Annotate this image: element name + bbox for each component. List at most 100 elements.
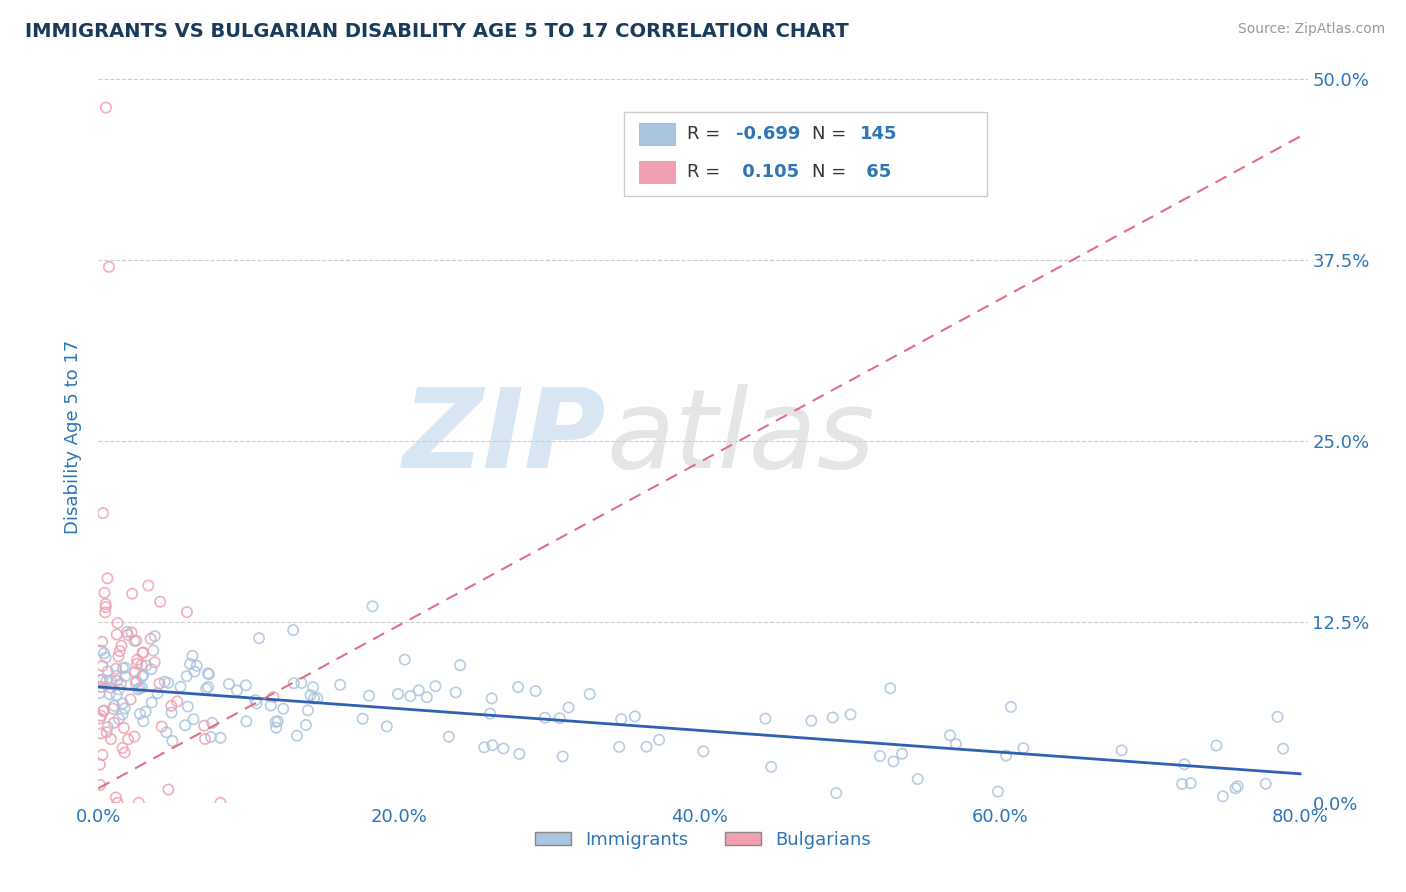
Point (115, 624, 138, 639)
Point (89, 778, 111, 792)
Point (127, 682, 149, 697)
Point (108, 644, 131, 658)
Point (110, 677, 132, 691)
Text: -0.699: -0.699 (735, 125, 800, 143)
Point (89, 757, 111, 772)
Point (91, 634, 114, 648)
Point (90, 680, 112, 694)
Point (127, 653, 149, 667)
Point (375, 719, 398, 733)
Point (444, 685, 467, 699)
Point (101, 701, 124, 715)
Point (357, 689, 380, 703)
Point (821, 710, 844, 724)
Point (387, 687, 409, 701)
Point (245, 693, 267, 707)
Point (271, 701, 294, 715)
Point (89, 711, 111, 725)
Point (176, 605, 198, 619)
Point (481, 738, 503, 752)
Point (131, 646, 153, 660)
Point (636, 739, 658, 754)
Point (89, 686, 111, 700)
Point (142, 643, 165, 657)
Point (879, 681, 901, 696)
Point (481, 691, 503, 706)
Point (111, 740, 134, 755)
Point (295, 718, 318, 732)
Point (124, 665, 146, 679)
Point (882, 755, 904, 769)
Point (100, 681, 122, 695)
Point (264, 714, 287, 729)
Point (169, 680, 191, 694)
Point (302, 691, 325, 706)
Text: N =: N = (811, 125, 852, 143)
Point (839, 707, 862, 722)
Point (193, 719, 215, 733)
Point (551, 749, 574, 764)
Point (194, 731, 217, 746)
Point (197, 666, 219, 681)
Point (283, 676, 305, 690)
Point (107, 796, 129, 810)
Point (1205, 739, 1227, 753)
Point (136, 578, 159, 592)
Point (907, 772, 929, 786)
Point (131, 681, 153, 695)
Point (157, 782, 180, 797)
Point (111, 707, 134, 722)
Point (394, 652, 416, 666)
Point (290, 676, 312, 690)
Point (89, 673, 111, 687)
Point (110, 639, 132, 653)
Legend: Immigrants, Bulgarians: Immigrants, Bulgarians (527, 823, 879, 856)
Point (94, 606, 117, 620)
Point (107, 682, 129, 697)
Point (1225, 781, 1247, 796)
Point (100, 673, 122, 687)
Point (281, 623, 304, 637)
Point (198, 667, 221, 681)
Point (121, 587, 143, 601)
Point (262, 690, 284, 704)
Point (995, 748, 1018, 763)
Point (111, 661, 134, 675)
Point (1272, 741, 1295, 756)
Point (121, 625, 143, 640)
Point (260, 698, 283, 713)
Point (1180, 776, 1202, 790)
Point (150, 720, 173, 734)
Point (534, 711, 557, 725)
Point (226, 683, 249, 698)
Point (247, 631, 270, 645)
Point (754, 712, 776, 726)
FancyBboxPatch shape (624, 112, 987, 195)
Point (246, 697, 269, 711)
Point (129, 706, 152, 721)
Point (299, 688, 322, 702)
Point (141, 662, 163, 676)
Point (107, 649, 129, 664)
Point (218, 677, 240, 691)
Point (107, 712, 129, 726)
Point (96, 571, 118, 585)
Point (1171, 777, 1194, 791)
Point (166, 694, 188, 708)
Point (492, 741, 515, 756)
Point (94, 597, 117, 611)
Point (148, 676, 170, 690)
Point (97, 260, 120, 274)
Text: R =: R = (688, 162, 727, 180)
Point (143, 656, 166, 670)
Text: atlas: atlas (606, 384, 875, 491)
Point (939, 728, 962, 742)
Point (297, 703, 319, 717)
Point (103, 715, 125, 730)
Point (508, 680, 530, 694)
Point (1012, 741, 1035, 756)
Point (125, 673, 148, 688)
Text: ZIP: ZIP (402, 384, 606, 491)
Point (1212, 789, 1234, 804)
Point (91, 747, 114, 762)
